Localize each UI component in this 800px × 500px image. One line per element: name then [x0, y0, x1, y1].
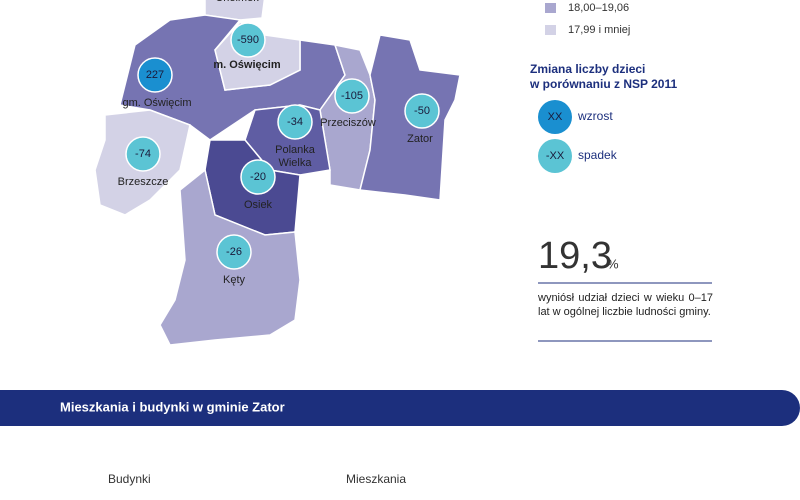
change-marker [404, 93, 440, 129]
section-title: Mieszkania i budynki w gminie Zator [60, 399, 285, 414]
region-label: Zator [407, 133, 433, 145]
stat-description: wyniósł udział dzieci w wieku 0–17 lat w… [538, 292, 713, 318]
region-label: Brzeszcze [118, 176, 169, 188]
change-value: -105 [341, 90, 363, 102]
legend-label: spadek [578, 148, 618, 162]
legend-symbol: XX [548, 111, 563, 123]
change-marker [125, 136, 161, 172]
legend-label: 17,99 i mniej [568, 24, 630, 36]
region-label: Osiek [244, 199, 273, 211]
region-label: Przeciszów [320, 117, 376, 129]
region-label: Polanka Wielka [275, 144, 316, 169]
section-banner [0, 390, 800, 426]
change-marker [216, 234, 252, 270]
column-label: Budynki [108, 472, 151, 486]
region-label: m. Oświęcim [213, 59, 280, 71]
column-label: Mieszkania [346, 472, 406, 486]
stat-text: wyniósł udział dzieci w wieku 0–17 lat w… [538, 291, 713, 319]
map: Chełmek 227 gm. Oświęcim -590 m. Oświęcim -10… [94, 0, 461, 346]
change-marker [230, 22, 266, 58]
region-label: Chełmek [215, 0, 259, 4]
change-marker [240, 159, 276, 195]
region-label: gm. Oświęcim [122, 97, 191, 109]
change-value: -74 [135, 148, 151, 160]
legend-label: 18,00–19,06 [568, 2, 629, 14]
legend-marker [538, 139, 572, 173]
change-marker [277, 104, 313, 140]
change-marker [137, 57, 173, 93]
change-value: 227 [146, 69, 164, 81]
region [204, 0, 266, 21]
region-label: Kęty [223, 274, 246, 286]
change-value: -34 [287, 116, 303, 128]
legend: 18,00–19,06 17,99 i mniej Zmiana liczby dz… [529, 2, 677, 173]
change-marker [334, 78, 370, 114]
stat-value: 19,3 [538, 235, 612, 277]
legend-label: wzrost [577, 109, 613, 123]
legend-marker [538, 100, 572, 134]
legend-swatch [545, 25, 556, 35]
legend-symbol: -XX [546, 150, 565, 162]
change-value: -20 [250, 171, 266, 183]
change-value: -50 [414, 105, 430, 117]
change-value: -26 [226, 246, 242, 258]
legend-title: Zmiana liczby dzieci w porównaniu z NSP 2… [529, 62, 677, 91]
legend-swatch [545, 3, 556, 13]
change-value: -590 [237, 34, 259, 46]
stat-unit: % [607, 256, 619, 271]
